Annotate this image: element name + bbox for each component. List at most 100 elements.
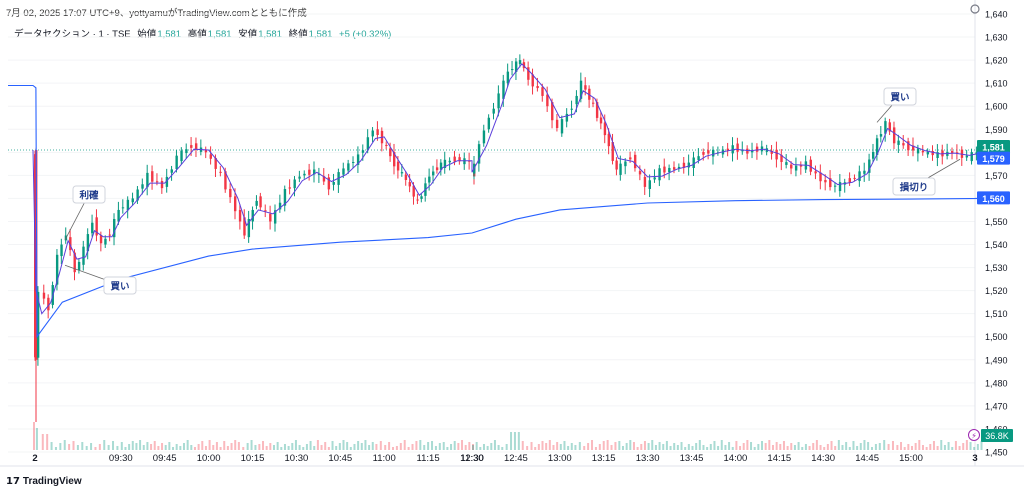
volume-bar [911, 446, 913, 450]
candle-body [214, 157, 217, 169]
candle-body [487, 117, 491, 130]
volume-bar [139, 440, 142, 450]
settings-icon[interactable] [970, 4, 980, 14]
candle-body [194, 143, 198, 149]
volume-bar [302, 447, 305, 450]
x-tick-label: 10:15 [241, 453, 265, 464]
candle-body [435, 167, 439, 171]
volume-bar [254, 445, 257, 450]
candle-body [108, 234, 112, 236]
candle-body [283, 189, 287, 206]
volume-bar [464, 445, 467, 450]
candle-body [180, 150, 183, 162]
volume-bar [594, 447, 597, 450]
volume-bar [294, 440, 297, 450]
candle-body [536, 86, 539, 89]
volume-bar [746, 440, 749, 450]
volume-bar [215, 442, 218, 450]
open-value: 1,581 [157, 29, 182, 40]
candle-body [408, 182, 412, 187]
volume-bar [530, 442, 533, 450]
candle-body [692, 157, 695, 168]
candle-body [60, 244, 63, 257]
volume-bar [775, 442, 778, 450]
candle-body [420, 196, 423, 199]
volume-bar [453, 441, 456, 450]
volume-bar [186, 440, 189, 450]
volume-bar [925, 447, 928, 450]
volume-label-text: 36.8K [985, 431, 1009, 441]
volume-bar [103, 440, 106, 450]
volume-bar [951, 447, 954, 450]
candle-body [506, 71, 510, 84]
volume-bar [164, 445, 167, 450]
volume-bar [610, 445, 613, 450]
candle-body [560, 119, 564, 134]
volume-bar [442, 442, 445, 450]
volume-bar [475, 442, 478, 450]
y-tick-label: 1,480 [985, 378, 1008, 388]
x-tick-label: 12:30 [460, 453, 484, 464]
volume-bar [230, 443, 233, 450]
volume-bar [680, 442, 683, 450]
volume-bar [112, 441, 115, 450]
volume-bar [801, 447, 804, 450]
candle-body [712, 149, 715, 157]
volume-bar [497, 445, 500, 450]
x-tick-label: 09:45 [153, 453, 177, 464]
volume-bar [793, 445, 796, 450]
candle-body [575, 95, 578, 105]
volume-bar [90, 443, 93, 450]
volume-bar [197, 444, 200, 450]
candle-body [86, 234, 90, 252]
volume-bar [761, 441, 764, 450]
volume-bar [316, 440, 319, 450]
candle-body [209, 154, 212, 159]
candle-body [229, 188, 232, 198]
candle-body [875, 138, 879, 155]
volume-bar [320, 445, 323, 450]
candle-body [970, 152, 973, 162]
volume-bar [150, 444, 153, 450]
volume-bar [50, 442, 53, 450]
volume-bar [965, 440, 968, 450]
y-tick-label: 1,600 [985, 102, 1008, 112]
candle-body [356, 154, 360, 165]
volume-bar [548, 440, 551, 450]
candle-body [47, 297, 50, 311]
candle-body [619, 163, 622, 175]
vwap-line [8, 84, 985, 339]
tradingview-logo[interactable]: 𝟭𝟳 TradingView [6, 476, 82, 487]
volume-bar [606, 440, 609, 450]
volume-bar [182, 443, 185, 450]
candle-body [453, 156, 456, 162]
volume-bar [276, 442, 279, 450]
symbol-label[interactable]: データセクション · 1 · TSE [14, 29, 131, 40]
volume-bar [804, 444, 807, 450]
volume-bar [790, 443, 793, 450]
volume-bar [771, 445, 774, 450]
annotation-text: 買い [110, 282, 129, 293]
volume-bar [602, 441, 605, 450]
candle-body [518, 60, 522, 64]
volume-bar [598, 444, 601, 450]
volume-bar [309, 441, 312, 450]
candle-body [668, 167, 671, 173]
volume-bar [107, 445, 110, 450]
candle-body [233, 196, 237, 212]
volume-bar [450, 444, 453, 450]
x-tick-label: 13:30 [636, 453, 660, 464]
volume-bar [552, 445, 555, 450]
volume-bar [797, 442, 800, 450]
volume-bar [640, 444, 643, 450]
candle-body [897, 140, 900, 145]
volume-bar [753, 447, 756, 450]
volume-bar [878, 443, 881, 450]
candle-body [136, 189, 139, 201]
volume-bar [534, 447, 537, 450]
volume-bar [419, 440, 422, 450]
volume-bar [976, 444, 979, 450]
volume-bar [338, 443, 341, 450]
volume-bar [258, 444, 261, 450]
